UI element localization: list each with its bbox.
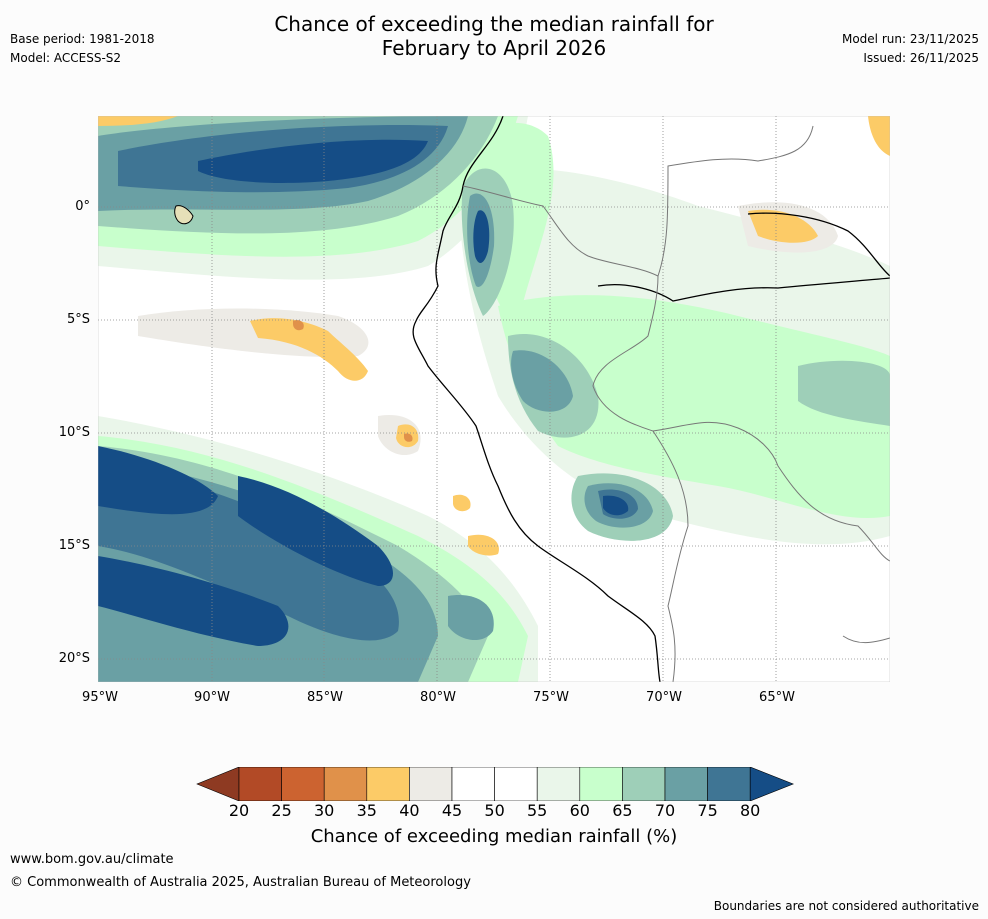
region-65-70-east (798, 360, 890, 426)
model-text: Model: ACCESS-S2 (10, 51, 122, 65)
model-run-text: Model run: 23/11/2025 (841, 32, 979, 46)
colorbar-swatch-above-max (749, 767, 794, 801)
region-over-80-andes (473, 210, 490, 263)
lon-label-80w: 80°W (420, 690, 456, 705)
lon-label-65w: 65°W (759, 690, 795, 705)
lon-label-95w: 95°W (82, 690, 118, 705)
map-title-line1: Chance of exceeding the median rainfall … (274, 12, 714, 36)
colorbar-swatch-45-50 (451, 767, 495, 801)
region-over-80-cusco (603, 495, 629, 516)
colorbar-tick-50: 50 (484, 801, 505, 820)
disclaimer-text: Boundaries are not considered authoritat… (713, 899, 979, 913)
rio-negro (747, 212, 890, 277)
region-35-40-arequipa (468, 534, 499, 556)
region-35-40-northwest-edge (98, 116, 178, 126)
lat-label-0: 0° (75, 199, 90, 214)
map-title-line2: February to April 2026 (381, 36, 607, 60)
amazon-river (597, 277, 890, 302)
colorbar-swatch-25-30 (281, 767, 325, 801)
website-link[interactable]: www.bom.gov.au/climate (10, 852, 174, 867)
region-60-65-amazon (498, 295, 890, 519)
colorbar-tick-60: 60 (569, 801, 590, 820)
issued-text: Issued: 26/11/2025 (863, 51, 979, 65)
map-title: Chance of exceeding the median rainfall … (0, 12, 988, 60)
region-over-80-southwest (98, 446, 218, 515)
region-70-75-ucayali (511, 350, 573, 412)
lat-label-10s: 10°S (58, 425, 90, 440)
colorbar-swatch-75-80 (707, 767, 751, 801)
colorbar-swatch-50-55 (494, 767, 538, 801)
colorbar-swatch-20-25 (238, 767, 282, 801)
colorbar (196, 767, 794, 801)
lat-label-5s: 5°S (66, 312, 90, 327)
lat-label-15s: 15°S (58, 538, 90, 553)
colorbar-tick-55: 55 (527, 801, 548, 820)
colorbar-tick-25: 25 (271, 801, 292, 820)
colorbar-tick-35: 35 (356, 801, 377, 820)
region-35-40-offshore (250, 318, 368, 381)
region-over-80-southcentral (238, 476, 393, 586)
coastline (412, 116, 661, 682)
colorbar-title: Chance of exceeding median rainfall (%) (310, 826, 678, 847)
colorbar-tick-70: 70 (654, 801, 676, 820)
copyright-text: © Commonwealth of Australia 2025, Austra… (10, 875, 471, 890)
colorbar-tick-80: 80 (740, 801, 761, 820)
colorbar-swatch-60-65 (579, 767, 623, 801)
lon-label-75w: 75°W (533, 690, 569, 705)
region-70-75-offshore (448, 595, 494, 641)
colorbar-tick-65: 65 (612, 801, 633, 820)
lon-label-85w: 85°W (307, 690, 343, 705)
colorbar-swatches (196, 767, 794, 801)
region-35-40-northeast (748, 209, 818, 243)
colorbar-swatch-below-min (196, 767, 240, 801)
region-over-80-north (198, 139, 428, 183)
base-period-text: Base period: 1981-2018 (10, 32, 155, 46)
colorbar-swatch-40-45 (409, 767, 453, 801)
region-35-40-south-coast (453, 494, 471, 512)
colorbar-tick-45: 45 (441, 801, 463, 820)
colorbar-swatch-35-40 (366, 767, 410, 801)
colorbar-tick-40: 40 (399, 801, 420, 820)
rainfall-probability-map (98, 116, 890, 682)
colorbar-tick-75: 75 (697, 801, 718, 820)
lat-label-20s: 20°S (58, 651, 90, 666)
lon-label-70w: 70°W (646, 690, 682, 705)
region-35-40-north-edge (868, 116, 890, 156)
colorbar-swatch-30-35 (323, 767, 368, 801)
colorbar-swatch-70-75 (664, 767, 708, 801)
region-over-80-southern (98, 556, 289, 646)
lon-label-90w: 90°W (194, 690, 230, 705)
galapagos-islands (174, 205, 194, 225)
country-borders (462, 125, 890, 682)
graticule (98, 116, 890, 682)
colorbar-tick-30: 30 (314, 801, 335, 820)
colorbar-swatch-55-60 (536, 767, 581, 801)
colorbar-tick-20: 20 (228, 801, 250, 820)
colorbar-swatch-65-70 (622, 767, 666, 801)
region-30-35-offshore (293, 320, 304, 331)
region-30-35-coast (404, 433, 413, 442)
